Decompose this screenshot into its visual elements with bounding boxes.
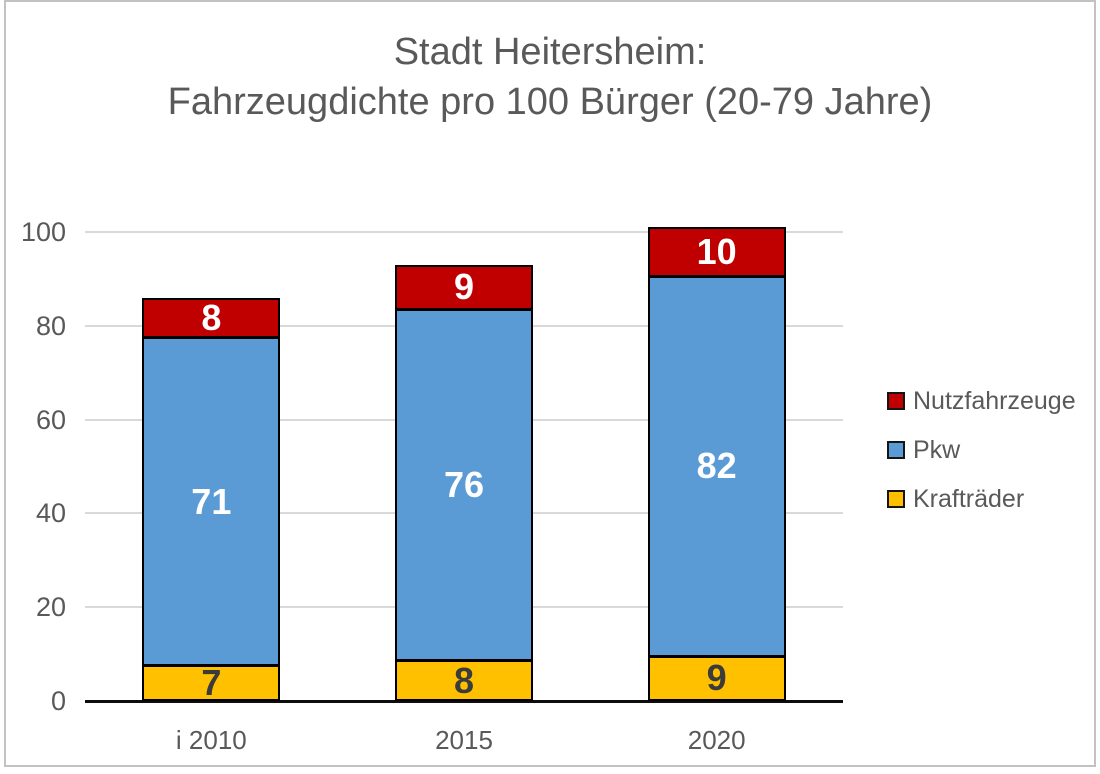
legend-item: Nutzfahrzeuge xyxy=(887,387,1076,415)
bar-segment: 8 xyxy=(397,659,531,699)
bar-segment: 76 xyxy=(397,308,531,660)
legend-item: Pkw xyxy=(887,436,1076,464)
x-axis-category-label: 2020 xyxy=(687,725,746,755)
legend-swatch xyxy=(887,441,905,459)
bar-segment: 71 xyxy=(144,336,279,664)
chart-title-line-2: Fahrzeugdichte pro 100 Bürger (20-79 Jah… xyxy=(167,81,933,123)
bar-segment: 9 xyxy=(649,654,784,699)
legend-item: Krafträder xyxy=(887,485,1076,513)
x-axis-category-label: i 2010 xyxy=(175,725,247,755)
bar-segment: 10 xyxy=(649,229,784,276)
y-axis-tick-label: 80 xyxy=(35,310,66,341)
stacked-bar-i-2010: 8 71 7 xyxy=(142,296,281,703)
legend-label: Pkw xyxy=(913,436,961,464)
x-axis-line xyxy=(85,700,843,703)
chart-title-line-1: Stadt Heitersheim: xyxy=(393,31,707,73)
chart-title: Stadt Heitersheim: Fahrzeugdichte pro 10… xyxy=(0,27,1100,127)
y-axis-tick-label: 100 xyxy=(20,217,66,247)
bar-value-label: 82 xyxy=(696,445,737,487)
bar-value-label: 9 xyxy=(706,657,727,699)
y-axis-tick-label: 60 xyxy=(35,404,66,435)
bar-value-label: 7 xyxy=(201,661,222,703)
stacked-bar-2015: 9 76 8 xyxy=(395,264,533,701)
bar-value-label: 10 xyxy=(696,231,737,273)
bar-value-label: 9 xyxy=(453,266,475,308)
bar-value-label: 8 xyxy=(201,296,222,338)
gridline xyxy=(85,231,843,233)
bar-segment: 82 xyxy=(649,275,784,655)
bar-value-label: 8 xyxy=(453,659,475,701)
legend-label: Krafträder xyxy=(913,485,1025,513)
legend-swatch xyxy=(887,490,905,508)
x-axis-category-label: 2015 xyxy=(435,725,493,755)
y-axis-tick-label: 20 xyxy=(35,592,66,623)
bar-segment: 9 xyxy=(397,266,531,309)
stacked-bar-2020: 10 82 9 xyxy=(647,227,786,701)
bar-value-label: 71 xyxy=(191,480,232,522)
bar-value-label: 76 xyxy=(443,464,485,506)
bar-segment: 8 xyxy=(144,296,279,338)
legend: Nutzfahrzeuge Pkw Krafträder xyxy=(887,387,1076,538)
y-axis-tick-label: 40 xyxy=(35,498,66,529)
y-axis-tick-label: 0 xyxy=(50,686,66,716)
bar-segment: 7 xyxy=(144,661,279,703)
legend-swatch xyxy=(887,392,905,410)
legend-label: Nutzfahrzeuge xyxy=(913,387,1076,415)
